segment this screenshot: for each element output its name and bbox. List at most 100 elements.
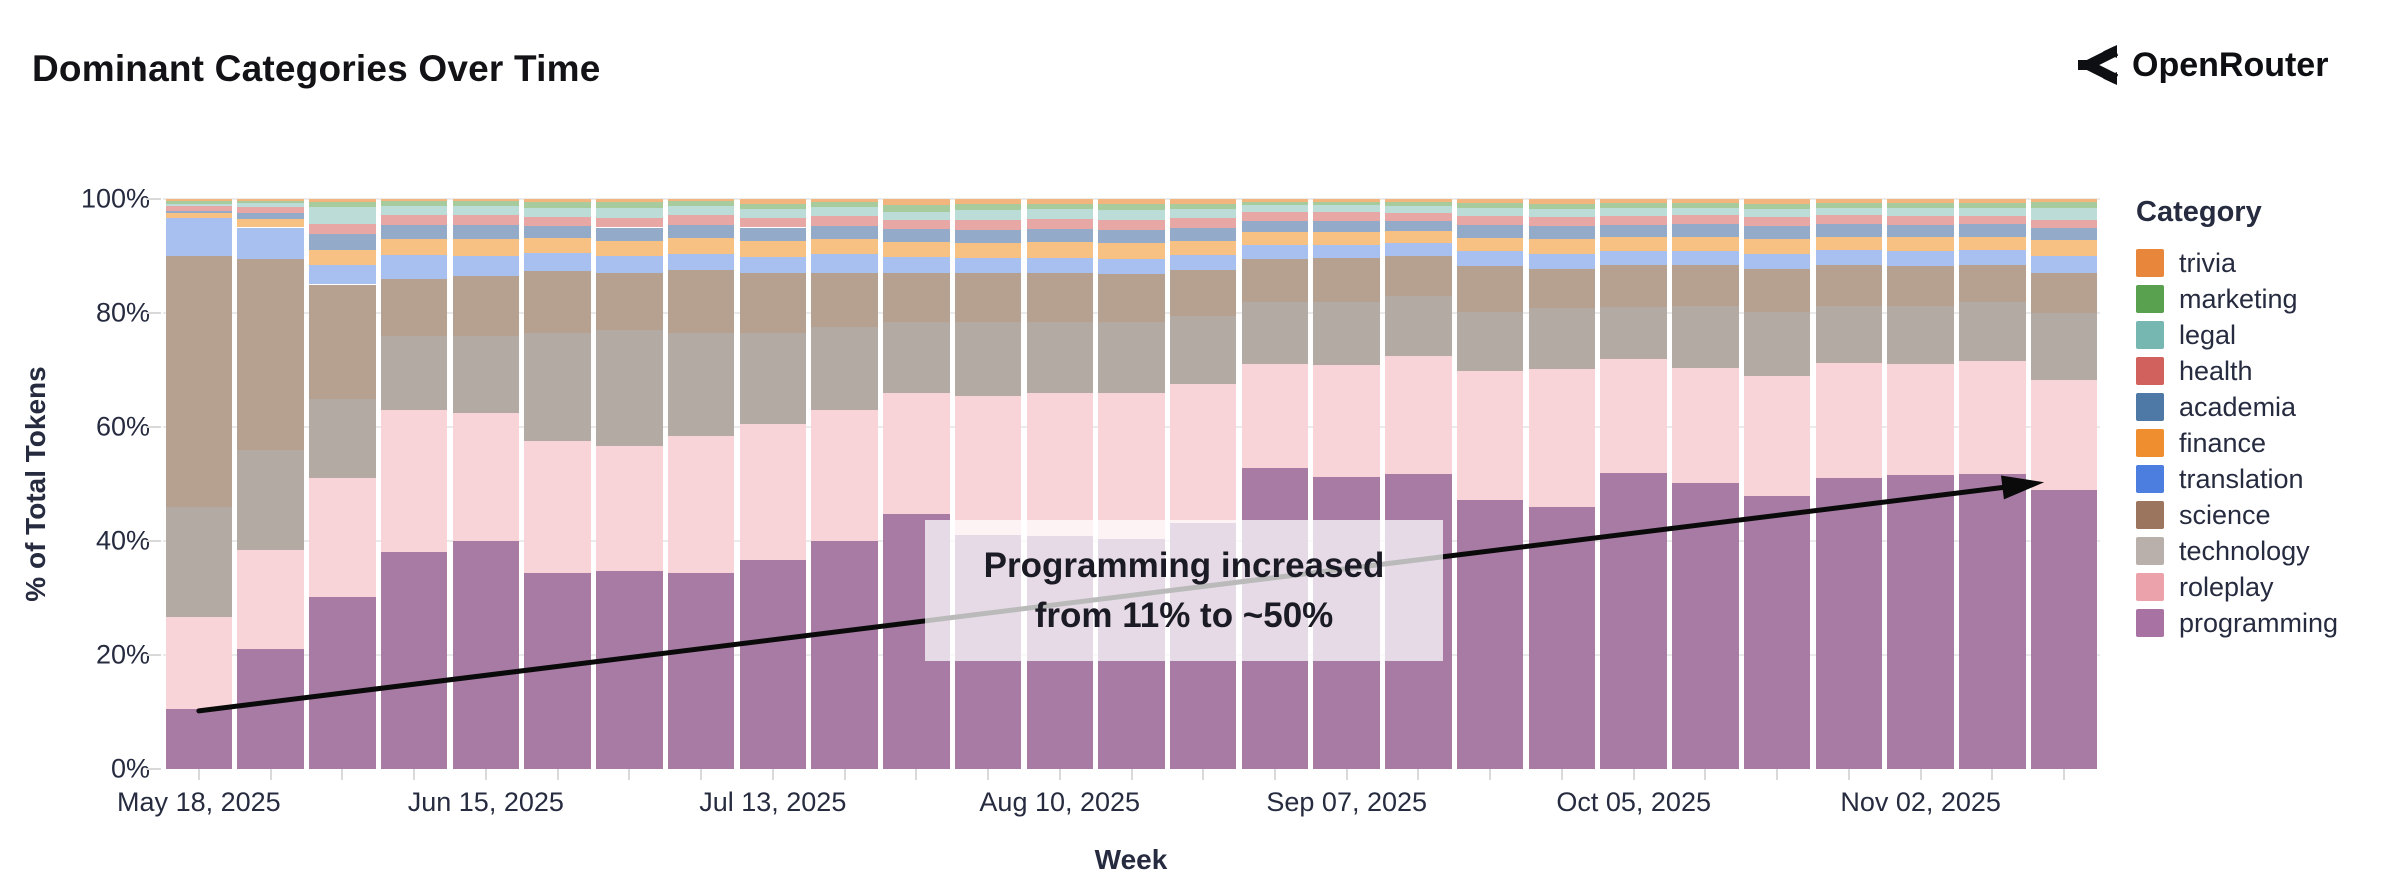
bar-segment-legal-week-7 bbox=[667, 205, 735, 215]
openrouter-icon bbox=[2076, 44, 2118, 86]
bar-segment-academia-week-14 bbox=[1169, 228, 1237, 242]
bar-segment-finance-week-10 bbox=[883, 242, 950, 258]
bar-segment-legal-week-16 bbox=[1313, 205, 1380, 213]
legend-item-health[interactable]: health bbox=[2136, 353, 2376, 389]
bar-segment-academia-week-9 bbox=[811, 225, 878, 239]
bar-segment-academia-week-0 bbox=[165, 210, 233, 214]
bar-segment-academia-week-18 bbox=[1456, 225, 1524, 238]
legend-label-science: science bbox=[2179, 499, 2271, 530]
legend-item-academia[interactable]: academia bbox=[2136, 389, 2376, 425]
bar-segment-legal-week-21 bbox=[1672, 207, 1739, 215]
bar-segment-roleplay-week-21 bbox=[1672, 368, 1739, 483]
bar-segment-finance-week-20 bbox=[1600, 237, 1667, 251]
bar-segment-roleplay-week-0 bbox=[165, 617, 233, 709]
bar-segment-marketing-week-12 bbox=[1026, 203, 1093, 210]
legend-item-technology[interactable]: technology bbox=[2136, 533, 2376, 569]
legend-item-marketing[interactable]: marketing bbox=[2136, 281, 2376, 317]
bar-segment-programming-week-25 bbox=[1959, 474, 2026, 769]
bar-segment-roleplay-week-4 bbox=[452, 412, 520, 541]
bar-segment-marketing-week-18 bbox=[1456, 202, 1524, 209]
legend-item-finance[interactable]: finance bbox=[2136, 425, 2376, 461]
bar-segment-technology-week-8 bbox=[739, 332, 807, 425]
bar-segment-marketing-week-4 bbox=[452, 201, 520, 206]
bar-segment-finance-week-5 bbox=[524, 238, 591, 254]
bar-segment-marketing-week-14 bbox=[1169, 204, 1237, 210]
bar-segment-finance-week-0 bbox=[165, 213, 233, 219]
legend-item-programming[interactable]: programming bbox=[2136, 605, 2376, 641]
bar-segment-translation-week-3 bbox=[380, 255, 448, 279]
legend-item-trivia[interactable]: trivia bbox=[2136, 245, 2376, 281]
bar-segment-translation-week-10 bbox=[883, 257, 950, 274]
bar-segment-translation-week-19 bbox=[1528, 253, 1596, 269]
legend-item-roleplay[interactable]: roleplay bbox=[2136, 569, 2376, 605]
bar-segment-programming-week-4 bbox=[452, 541, 520, 769]
x-tick-mark-4 bbox=[484, 769, 487, 780]
bar-segment-finance-week-1 bbox=[237, 218, 304, 228]
legend-item-science[interactable]: science bbox=[2136, 497, 2376, 533]
bar-segment-academia-week-23 bbox=[1815, 224, 1883, 237]
x-tick-label-8: Jul 13, 2025 bbox=[699, 787, 847, 817]
bar-segment-technology-week-13 bbox=[1098, 321, 1165, 393]
bar-segment-programming-week-22 bbox=[1743, 495, 1811, 769]
bar-segment-academia-week-24 bbox=[1887, 224, 1954, 238]
bar-segment-finance-week-14 bbox=[1169, 241, 1237, 256]
bar-segment-roleplay-week-6 bbox=[596, 446, 663, 572]
y-tick-mark-60 bbox=[146, 426, 161, 428]
bar-segment-marketing-week-0 bbox=[165, 201, 233, 204]
bar-segment-legal-week-9 bbox=[811, 206, 878, 217]
bar-segment-finance-week-16 bbox=[1313, 232, 1380, 246]
legend-label-legal: legal bbox=[2179, 319, 2237, 350]
brand-logo[interactable]: OpenRouter bbox=[2076, 44, 2328, 86]
bar-segment-roleplay-week-14 bbox=[1169, 384, 1237, 523]
bar-segment-technology-week-3 bbox=[380, 335, 448, 410]
bar-segment-legal-week-15 bbox=[1241, 205, 1309, 213]
bar-segment-marketing-week-21 bbox=[1672, 202, 1739, 208]
bar-segment-health-week-24 bbox=[1887, 215, 1954, 225]
bar-segment-translation-week-12 bbox=[1026, 257, 1093, 274]
bar-segment-translation-week-20 bbox=[1600, 250, 1667, 266]
bar-segment-science-week-3 bbox=[380, 278, 448, 336]
bar-segment-technology-week-11 bbox=[954, 321, 1022, 396]
bar-segment-trivia-week-2 bbox=[309, 199, 376, 202]
bar-segment-translation-week-4 bbox=[452, 256, 520, 276]
bar-segment-finance-week-26 bbox=[2030, 240, 2098, 256]
bar-segment-marketing-week-11 bbox=[954, 204, 1022, 210]
bar-segment-programming-week-18 bbox=[1456, 499, 1524, 769]
legend-item-translation[interactable]: translation bbox=[2136, 461, 2376, 497]
bar-segment-trivia-week-3 bbox=[380, 199, 448, 202]
bar-segment-finance-week-24 bbox=[1887, 237, 1954, 252]
bar-segment-health-week-13 bbox=[1098, 219, 1165, 230]
x-tick-mark-25 bbox=[1991, 769, 1994, 780]
bar-segment-roleplay-week-11 bbox=[954, 395, 1022, 536]
bar-segment-marketing-week-9 bbox=[811, 201, 878, 207]
bar-segment-programming-week-21 bbox=[1672, 482, 1739, 769]
bar-segment-science-week-2 bbox=[309, 284, 376, 399]
bar-segment-legal-week-17 bbox=[1385, 206, 1452, 213]
bar-segment-programming-week-0 bbox=[165, 708, 233, 769]
x-tick-mark-13 bbox=[1130, 769, 1133, 780]
bar-segment-science-week-18 bbox=[1456, 265, 1524, 312]
bar-segment-science-week-13 bbox=[1098, 274, 1165, 322]
x-tick-mark-3 bbox=[413, 769, 416, 780]
bar-segment-marketing-week-7 bbox=[667, 201, 735, 206]
x-tick-label-12: Aug 10, 2025 bbox=[979, 787, 1141, 817]
bar-segment-technology-week-6 bbox=[596, 330, 663, 447]
bar-segment-trivia-week-8 bbox=[739, 199, 807, 204]
bar-segment-marketing-week-2 bbox=[309, 201, 376, 207]
bar-segment-technology-week-21 bbox=[1672, 305, 1739, 369]
bar-segment-technology-week-17 bbox=[1385, 295, 1452, 356]
bar-segment-health-week-15 bbox=[1241, 212, 1309, 221]
bar-segment-science-week-0 bbox=[165, 256, 233, 507]
bar-segment-translation-week-26 bbox=[2030, 256, 2098, 274]
bar-segment-health-week-7 bbox=[667, 214, 735, 225]
bar-segment-finance-week-17 bbox=[1385, 231, 1452, 244]
legend-item-legal[interactable]: legal bbox=[2136, 317, 2376, 353]
bar-segment-trivia-week-22 bbox=[1743, 199, 1811, 205]
legend-swatch-roleplay bbox=[2136, 573, 2164, 601]
bar-segment-finance-week-21 bbox=[1672, 236, 1739, 251]
x-tick-mark-14 bbox=[1202, 769, 1205, 780]
bar-segment-health-week-17 bbox=[1385, 212, 1452, 221]
bar-segment-health-week-10 bbox=[883, 220, 950, 230]
bar-segment-programming-week-9 bbox=[811, 541, 878, 769]
bar-segment-technology-week-19 bbox=[1528, 307, 1596, 370]
